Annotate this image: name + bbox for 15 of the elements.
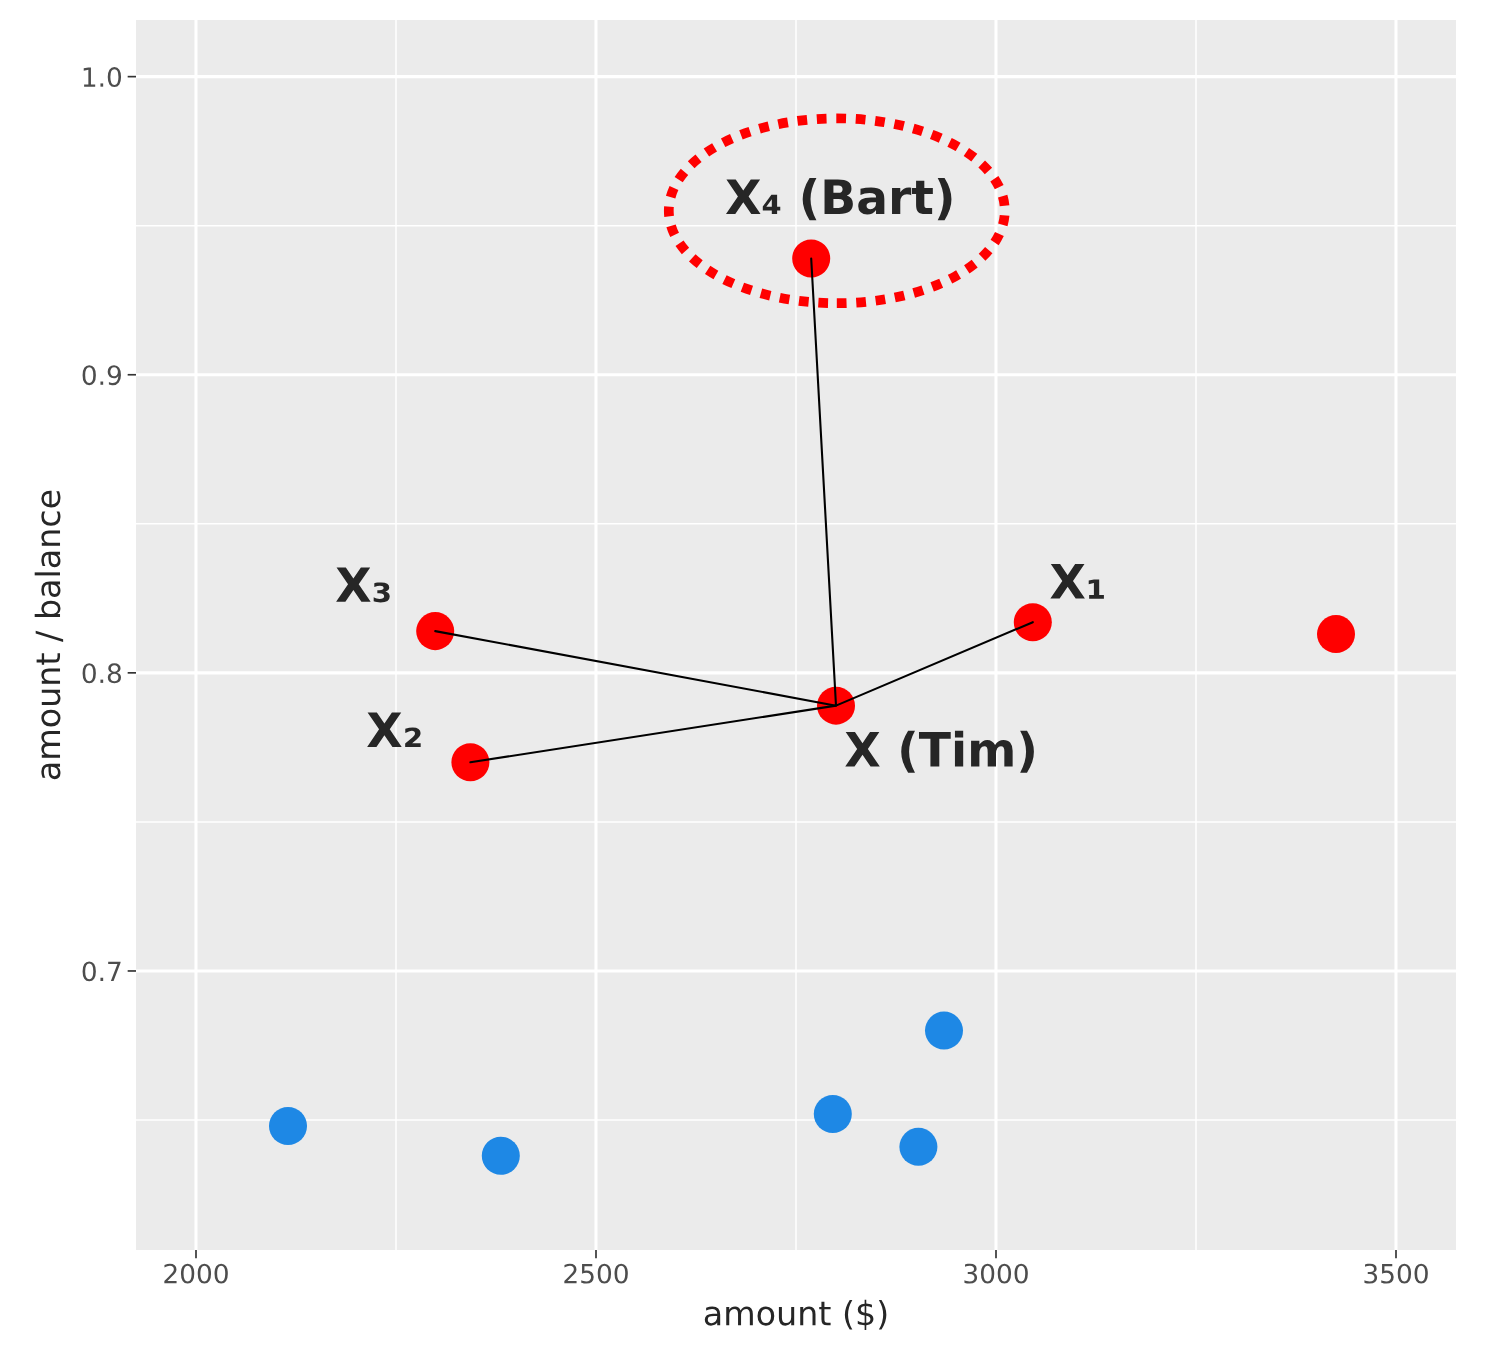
- y-tick-label: 0.9: [82, 365, 121, 386]
- x-tick-label: 2500: [564, 1263, 628, 1284]
- x-axis-title: amount ($): [704, 1299, 887, 1331]
- annotation: X (Tim): [845, 730, 1034, 773]
- y-tick-label: 1.0: [83, 67, 122, 88]
- y-axis-title: amount / balance: [34, 490, 64, 780]
- annotation: X₄ (Bart): [725, 178, 952, 221]
- x-tick-label: 3500: [1364, 1263, 1428, 1284]
- annotation: X₂: [367, 712, 421, 748]
- annotation: X₁: [1050, 564, 1104, 599]
- y-tick-label: 0.7: [82, 961, 121, 982]
- x-tick-label: 2000: [164, 1263, 228, 1284]
- x-tick-label: 3000: [964, 1263, 1028, 1284]
- y-tick-label: 0.8: [82, 663, 121, 684]
- annotation: X₃: [336, 567, 390, 603]
